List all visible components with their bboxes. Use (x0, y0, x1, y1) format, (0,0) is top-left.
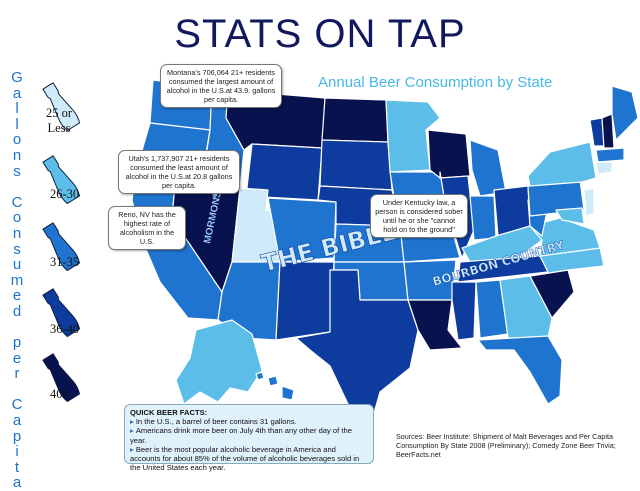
state-texas (295, 269, 419, 421)
fact-item: Beer is the most popular alcoholic bever… (130, 445, 368, 473)
state-indiana (469, 195, 497, 241)
map-subtitle: Annual Beer Consumption by State (318, 74, 553, 91)
state-mississippi (451, 281, 477, 341)
callout-kentucky: Under Kentucky law, a person is consider… (370, 194, 468, 238)
legend-label-25-or-less: 25 or Less (45, 106, 73, 135)
state-massachusetts (595, 147, 625, 163)
legend-label-36-40: 36-40 (50, 322, 80, 336)
state-north-dakota (321, 97, 389, 143)
quick-beer-facts: QUICK BEER FACTS: In the U.S., a barrel … (124, 404, 374, 472)
state-hawaii (255, 371, 295, 401)
callout-utah: Utah's 1,737,907 21+ residents consumed … (118, 150, 240, 194)
state-florida (477, 335, 563, 405)
callout-reno: Reno, NV has the highest rate of alcohol… (108, 206, 186, 250)
state-michigan (469, 139, 507, 197)
state-maine (611, 85, 639, 141)
state-new-jersey (583, 187, 595, 217)
fact-item: In the U.S., a barrel of beer contains 3… (130, 417, 368, 426)
state-south-dakota (319, 139, 393, 191)
state-new-hampshire (601, 113, 615, 149)
callout-montana: Montana's 706,064 21+ residents consumed… (160, 64, 282, 108)
legend-label-31-35: 31-35 (50, 255, 80, 269)
facts-heading: QUICK BEER FACTS: (130, 408, 208, 417)
state-virginia (529, 217, 601, 257)
state-georgia (499, 275, 553, 339)
state-new-mexico (275, 261, 335, 341)
state-new-york (527, 141, 597, 187)
legend-label-40-plus: 40+ (50, 387, 70, 401)
page-title: STATS ON TAP (174, 12, 466, 56)
state-maryland (555, 207, 585, 225)
sources-note: Sources: Beer Institute: Shipment of Mal… (396, 432, 616, 459)
us-map: MORMONS THE BIBLE BELT BOURBON COUNTRY (131, 79, 639, 421)
state-wisconsin (427, 129, 471, 179)
state-alaska (175, 319, 263, 405)
state-minnesota (385, 99, 441, 173)
state-connecticut (595, 161, 613, 175)
fact-item: Americans drink more beer on July 4th th… (130, 426, 368, 444)
legend-label-26-30: 26-30 (50, 187, 80, 201)
